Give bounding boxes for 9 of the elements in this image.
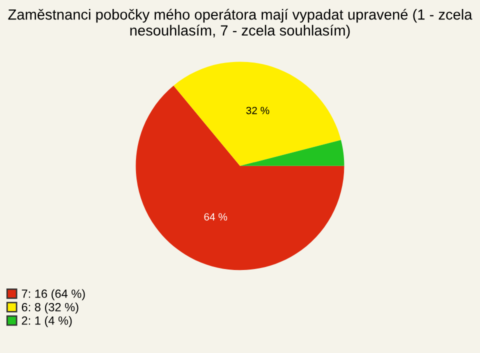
legend-label: 7: 16 (64 %)	[22, 289, 85, 300]
pie-slice	[136, 86, 344, 270]
pie-slice	[174, 62, 341, 166]
pie-slice	[240, 140, 344, 166]
data-label: 64 %	[204, 213, 228, 221]
chart-title: Zaměstnanci pobočky mého operátora mají vypadat upravené (1 - zcela nesouhlasím, 7 - zcela souhlasím)	[8, 8, 472, 38]
data-label: 32 %	[246, 106, 270, 114]
legend-label: 6: 8 (32 %)	[22, 302, 78, 314]
legend-label: 2: 1 (4 %)	[22, 316, 72, 328]
